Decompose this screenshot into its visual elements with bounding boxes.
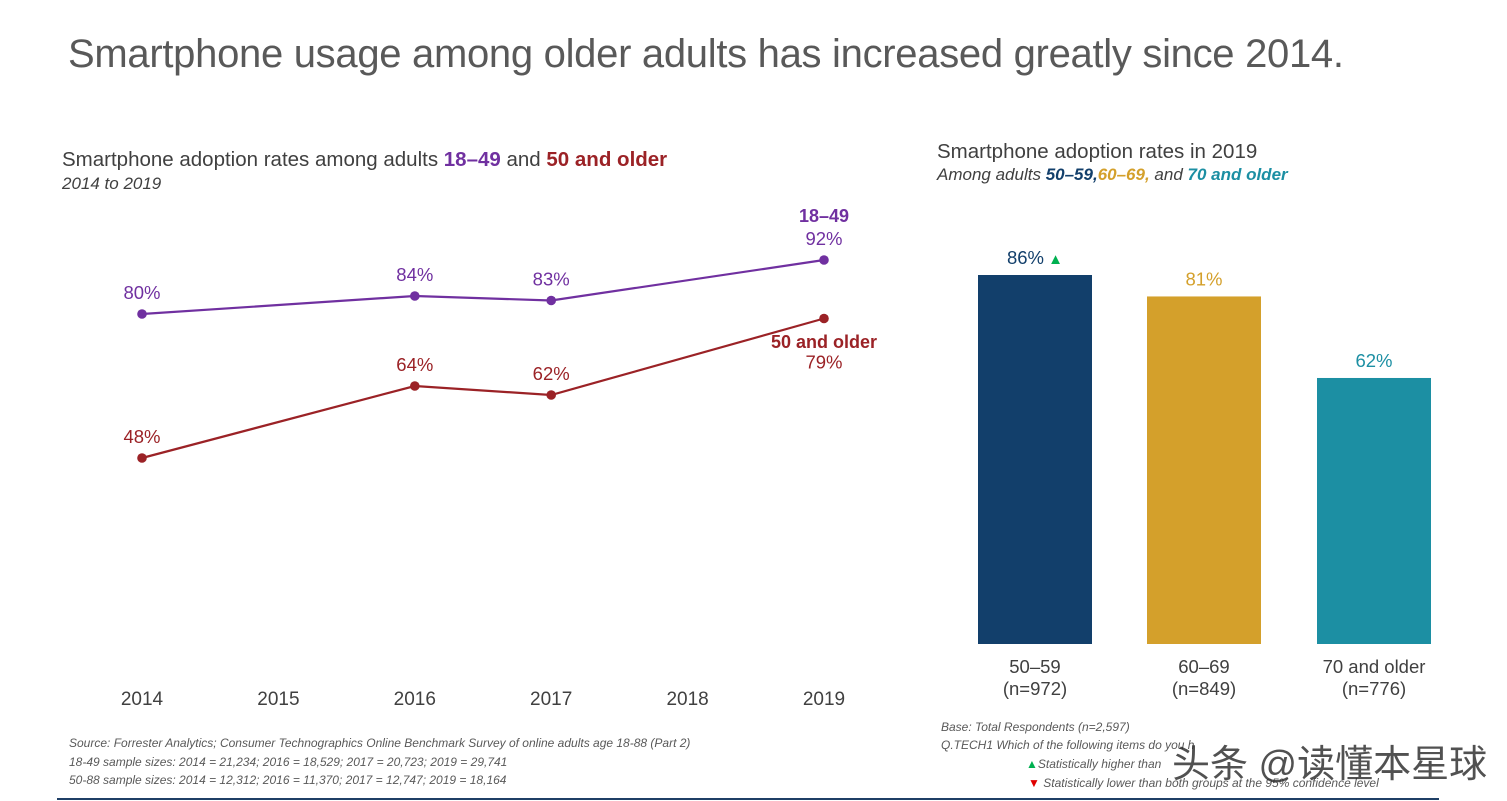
bar-3: [1317, 377, 1431, 644]
footnote-base: Base: Total Respondents (n=2,597): [941, 720, 1130, 734]
data-label-18-49: 80%: [123, 282, 160, 303]
bar-chart-subtitle-and: and: [1149, 165, 1188, 184]
x-tick-label: 2018: [666, 689, 708, 710]
footnote-up-note: ▲Statistically higher than: [1026, 757, 1161, 771]
data-point-18-49: [819, 255, 829, 265]
x-tick-label: 2017: [530, 689, 572, 710]
bottom-divider: [57, 798, 1439, 800]
line-chart-title-group-50-older: 50 and older: [546, 148, 668, 171]
bar-chart-subtitle-group-60-69: 60–69,: [1097, 165, 1150, 184]
data-label-50-older: 62%: [533, 363, 570, 384]
x-tick-label: 2014: [121, 689, 164, 710]
bar-value-text: 81%: [1185, 268, 1222, 289]
down-triangle-icon: ▼: [1028, 776, 1040, 790]
data-label-50-older: 64%: [396, 354, 433, 375]
series-name-18-49: 18–49: [799, 206, 849, 226]
line-chart-title: Smartphone adoption rates among adults 1…: [62, 148, 667, 172]
bar-sample-size-label: (n=972): [1003, 678, 1067, 699]
line-chart: 2014 2015 2016 2017 2018 2019 80% 84% 83% 92% 48% 6…: [121, 206, 877, 710]
data-point-50-older: [546, 390, 556, 400]
bar-category-label: 50–59: [1009, 656, 1060, 677]
x-tick-label: 2015: [257, 689, 299, 710]
bar-chart-subtitle-group-70-older: 70 and older: [1187, 165, 1288, 184]
bar-category-label: 70 and older: [1323, 656, 1426, 677]
series-name-50-older: 50 and older: [771, 332, 877, 352]
data-point-18-49: [137, 309, 147, 319]
bar-chart-subtitle-group-50-59: 50–59,: [1045, 165, 1098, 184]
line-chart-subtitle: 2014 to 2019: [62, 174, 162, 193]
bar-chart-subtitle: Among adults 50–59,60–69, and 70 and old…: [937, 165, 1288, 185]
bar-value-label: 81%: [1185, 268, 1222, 289]
data-label-18-49: 84%: [396, 264, 433, 285]
data-point-18-49: [546, 295, 556, 306]
footnote-up-text: Statistically higher than: [1037, 757, 1162, 771]
data-label-50-older: 48%: [123, 426, 160, 447]
watermark-text: 头条 @读懂本星球: [1172, 744, 1488, 786]
bar-sample-size-label: (n=849): [1172, 678, 1236, 699]
bar-chart-subtitle-prefix: Among adults: [937, 165, 1046, 184]
data-point-50-older: [137, 453, 147, 463]
line-chart-title-and: and: [500, 148, 547, 171]
bar-value-label: 86% ▲: [1007, 247, 1063, 268]
data-label-18-49: 92%: [805, 228, 842, 249]
data-label-50-older: 79%: [805, 352, 842, 373]
x-tick-label: 2016: [394, 689, 436, 710]
bar-value-text: 62%: [1355, 350, 1392, 371]
line-chart-title-prefix: Smartphone adoption rates among adults: [62, 148, 444, 171]
bar-1: [978, 275, 1092, 644]
bar-chart-title: Smartphone adoption rates in 2019: [937, 140, 1258, 163]
data-point-50-older: [410, 381, 420, 391]
footnote-sample-18-49: 18-49 sample sizes: 2014 = 21,234; 2016 …: [69, 755, 508, 769]
footnote-down-text: Statistically lower than both groups at …: [1043, 776, 1379, 790]
footnote-sample-50-88: 50-88 sample sizes: 2014 = 12,312; 2016 …: [69, 773, 507, 787]
data-point-50-older: [819, 313, 829, 324]
bar-sample-size-label: (n=776): [1342, 678, 1406, 699]
data-point-18-49: [410, 291, 420, 301]
footnote-source: Source: Forrester Analytics; Consumer Te…: [69, 736, 691, 750]
page-title: Smartphone usage among older adults has …: [68, 32, 1344, 76]
up-triangle-icon: ▲: [1044, 251, 1063, 268]
bar-category-label: 60–69: [1178, 656, 1229, 677]
footnote-question: Q.TECH1 Which of the following items do …: [941, 738, 1195, 752]
series-line-50-older: [141, 317, 825, 460]
x-tick-label: 2019: [803, 689, 845, 710]
bar-2: [1147, 296, 1261, 644]
up-triangle-icon: ▲: [1026, 757, 1038, 771]
footnote-down-note: ▼ Statistically lower than both groups a…: [1028, 776, 1379, 790]
data-label-18-49: 83%: [533, 269, 570, 290]
line-chart-title-group-18-49: 18–49: [443, 148, 501, 171]
bar-value-text: 86%: [1007, 247, 1044, 268]
bar-chart: 86% ▲ 50–59(n=972) 81% 60–69(n=849) 62% 70 an…: [978, 247, 1431, 699]
series-line-18-49: [141, 258, 825, 316]
bar-value-label: 62%: [1355, 350, 1392, 371]
